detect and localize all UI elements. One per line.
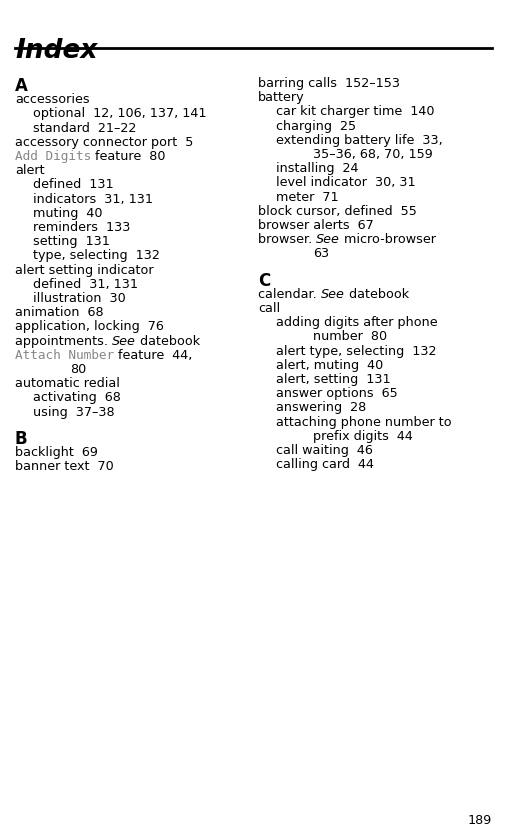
Text: Add Digits: Add Digits (15, 150, 91, 163)
Text: alert, muting  40: alert, muting 40 (276, 359, 383, 372)
Text: micro-browser: micro-browser (340, 233, 436, 246)
Text: standard  21–22: standard 21–22 (33, 122, 136, 134)
Text: backlight  69: backlight 69 (15, 446, 98, 459)
Text: Attach Number: Attach Number (15, 349, 114, 362)
Text: feature  44,: feature 44, (114, 349, 193, 362)
Text: calling card  44: calling card 44 (276, 458, 374, 472)
Text: alert: alert (15, 164, 45, 177)
Text: extending battery life  33,: extending battery life 33, (276, 133, 443, 147)
Text: barring calls  152–153: barring calls 152–153 (258, 77, 400, 90)
Text: See: See (112, 335, 136, 347)
Text: Index: Index (15, 38, 97, 64)
Text: call waiting  46: call waiting 46 (276, 444, 373, 457)
Text: meter  71: meter 71 (276, 190, 339, 204)
Text: browser alerts  67: browser alerts 67 (258, 219, 374, 232)
Text: accessories: accessories (15, 93, 90, 107)
Text: 189: 189 (468, 814, 492, 827)
Text: prefix digits  44: prefix digits 44 (313, 430, 413, 443)
Text: charging  25: charging 25 (276, 120, 356, 133)
Text: datebook: datebook (345, 288, 409, 301)
Text: feature  80: feature 80 (91, 150, 166, 163)
Text: answer options  65: answer options 65 (276, 388, 398, 400)
Text: 80: 80 (70, 363, 86, 376)
Text: indicators  31, 131: indicators 31, 131 (33, 193, 153, 206)
Text: type, selecting  132: type, selecting 132 (33, 249, 160, 263)
Text: number  80: number 80 (313, 331, 387, 343)
Text: defined  131: defined 131 (33, 179, 114, 191)
Text: banner text  70: banner text 70 (15, 461, 114, 473)
Text: See: See (316, 233, 340, 246)
Text: B: B (15, 430, 27, 448)
Text: browser.: browser. (258, 233, 316, 246)
Text: setting  131: setting 131 (33, 235, 110, 248)
Text: battery: battery (258, 91, 305, 104)
Text: block cursor, defined  55: block cursor, defined 55 (258, 205, 417, 218)
Text: answering  28: answering 28 (276, 401, 366, 414)
Text: adding digits after phone: adding digits after phone (276, 316, 438, 329)
Text: using  37–38: using 37–38 (33, 405, 115, 419)
Text: A: A (15, 77, 28, 95)
Text: defined  31, 131: defined 31, 131 (33, 278, 138, 291)
Text: installing  24: installing 24 (276, 162, 358, 175)
Text: C: C (258, 272, 270, 289)
Text: application, locking  76: application, locking 76 (15, 320, 164, 333)
Text: muting  40: muting 40 (33, 206, 102, 220)
Text: call: call (258, 302, 280, 315)
Text: See: See (321, 288, 345, 301)
Text: activating  68: activating 68 (33, 392, 121, 404)
Text: alert type, selecting  132: alert type, selecting 132 (276, 345, 437, 357)
Text: illustration  30: illustration 30 (33, 292, 126, 305)
Text: level indicator  30, 31: level indicator 30, 31 (276, 176, 416, 190)
Text: automatic redial: automatic redial (15, 378, 120, 390)
Text: 63: 63 (313, 248, 329, 260)
Text: appointments.: appointments. (15, 335, 112, 347)
Text: alert, setting  131: alert, setting 131 (276, 373, 390, 386)
Text: attaching phone number to: attaching phone number to (276, 415, 452, 429)
Text: alert setting indicator: alert setting indicator (15, 263, 154, 277)
Text: reminders  133: reminders 133 (33, 221, 130, 234)
Text: accessory connector port  5: accessory connector port 5 (15, 136, 193, 149)
Text: 35–36, 68, 70, 159: 35–36, 68, 70, 159 (313, 148, 433, 161)
Text: optional  12, 106, 137, 141: optional 12, 106, 137, 141 (33, 107, 206, 121)
Text: animation  68: animation 68 (15, 306, 103, 319)
Text: car kit charger time  140: car kit charger time 140 (276, 106, 434, 118)
Text: datebook: datebook (136, 335, 200, 347)
Text: calendar.: calendar. (258, 288, 321, 301)
